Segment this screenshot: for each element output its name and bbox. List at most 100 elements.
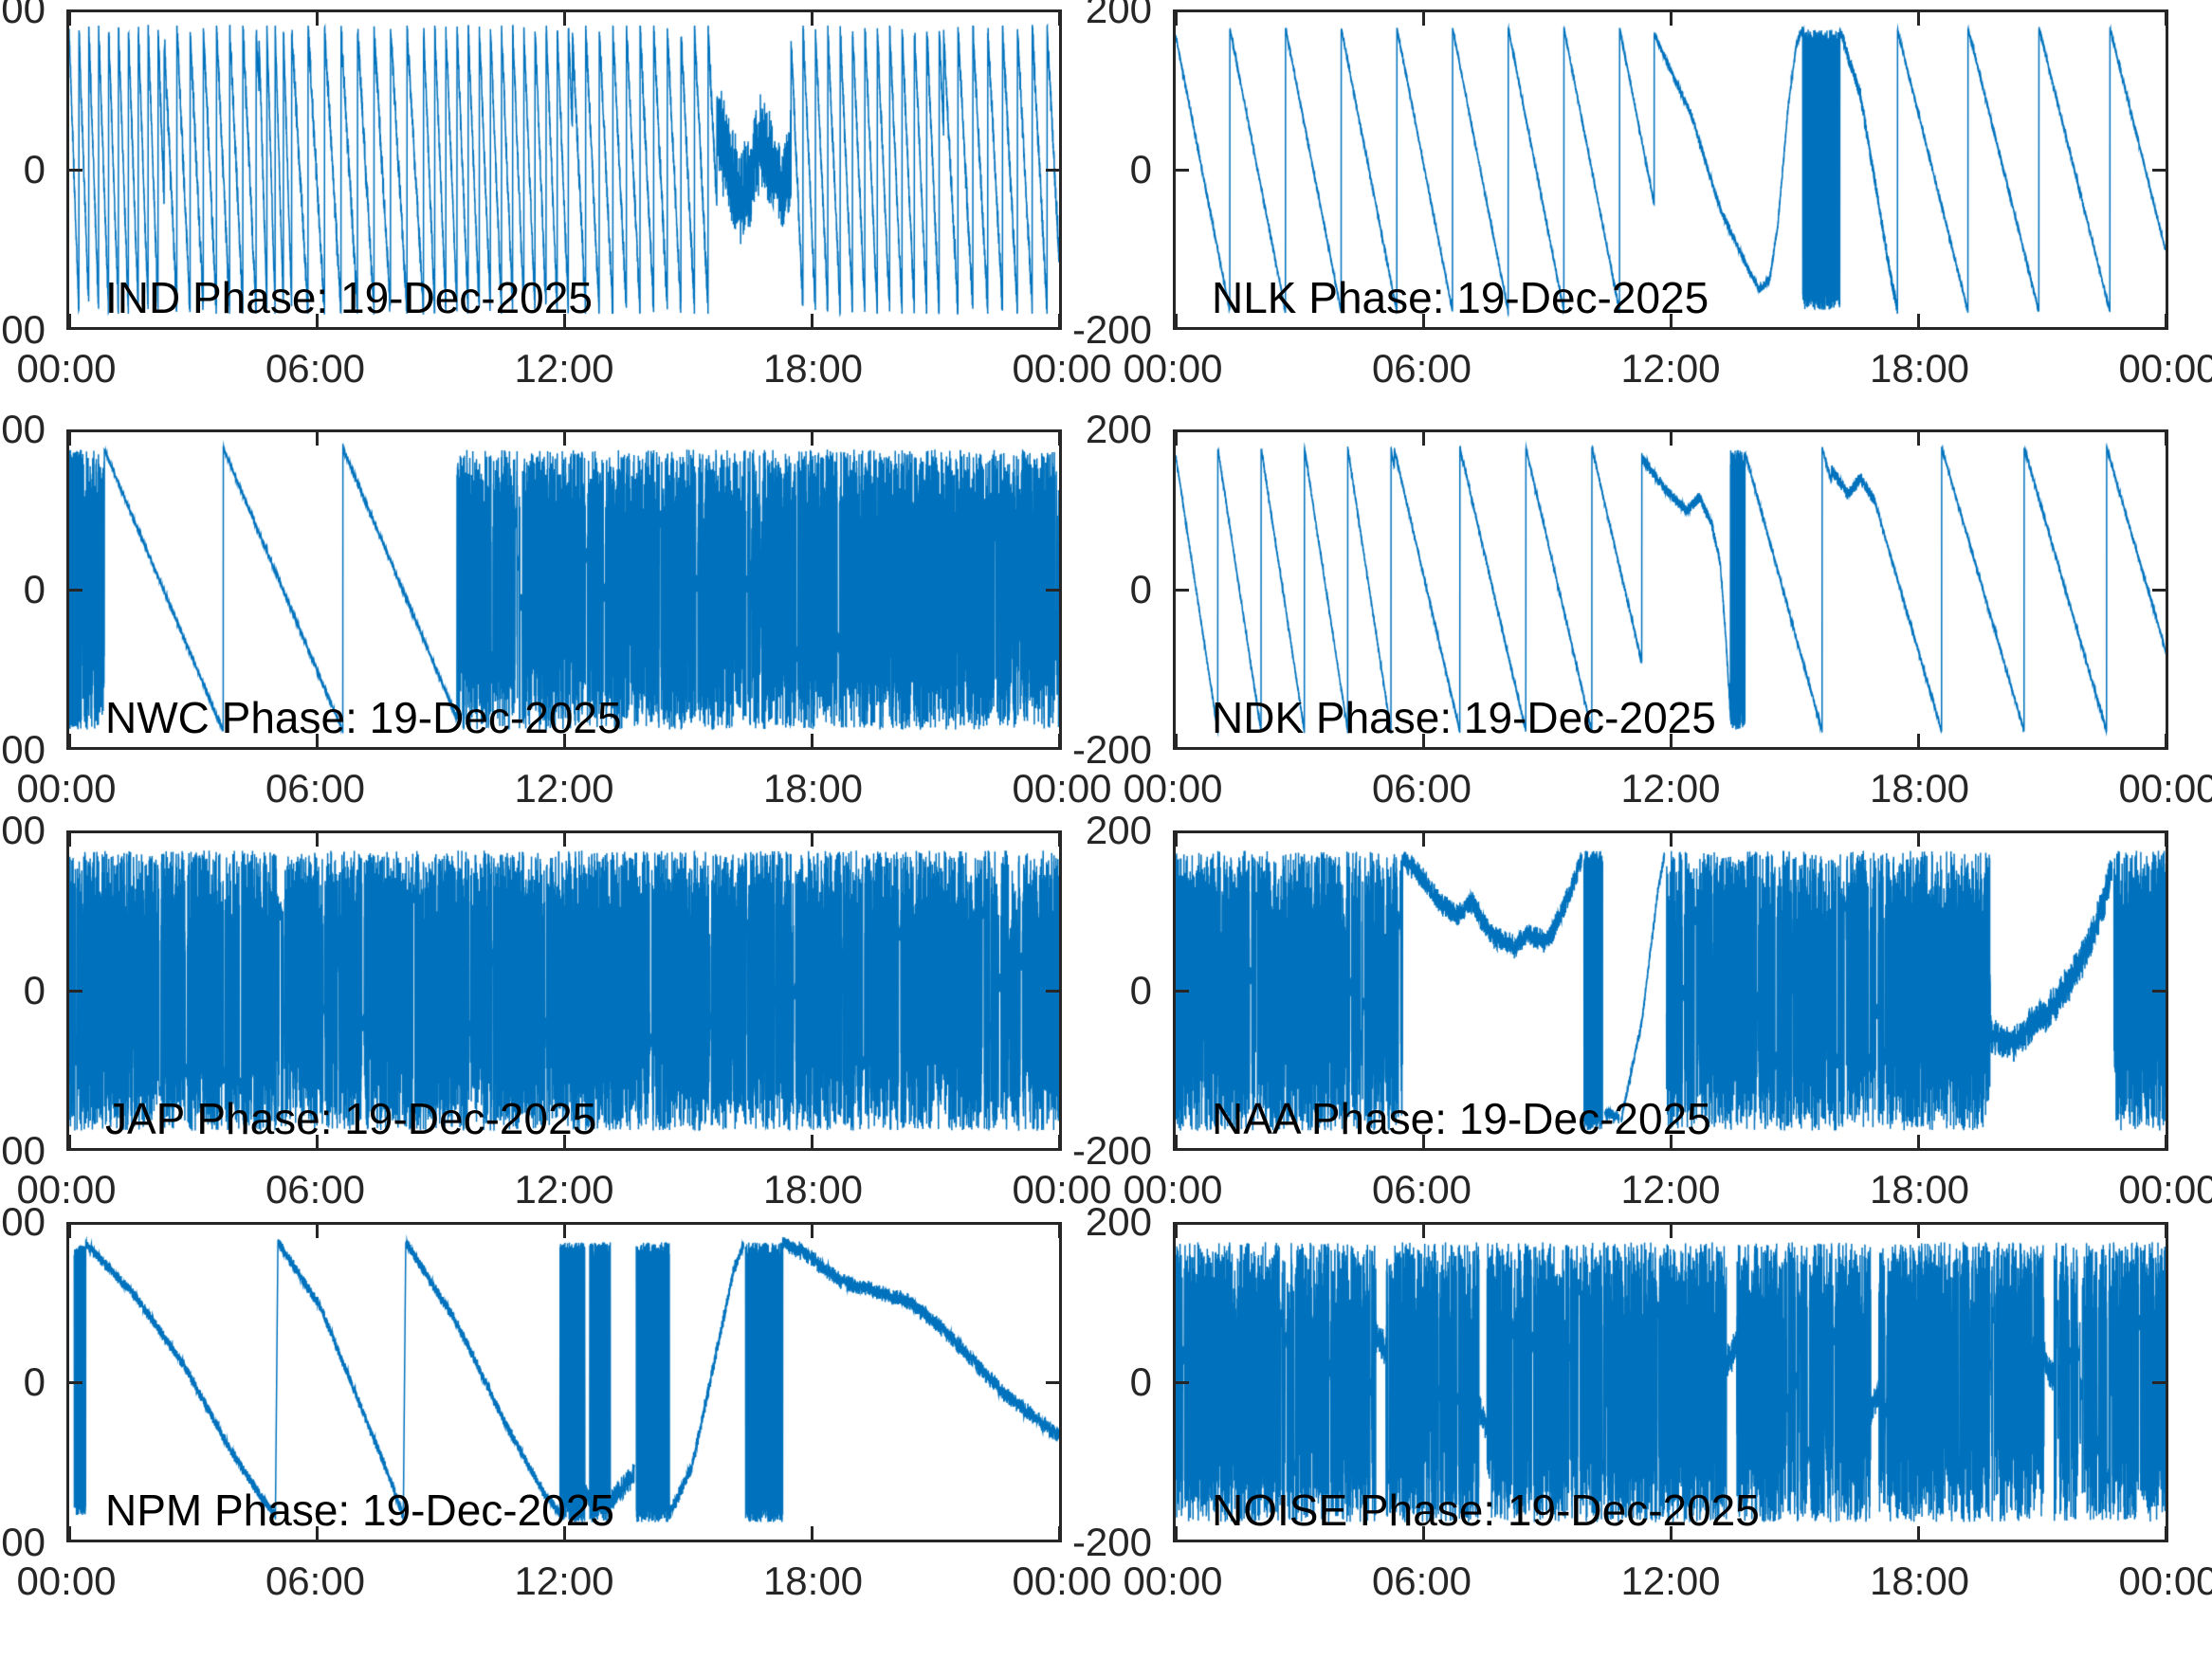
plot-title: NDK Phase: 19-Dec-2025 (1212, 693, 1716, 742)
x-tickmark (562, 1135, 566, 1148)
x-tick-label: 12:00 (514, 1167, 614, 1212)
x-tickmark (315, 432, 319, 446)
x-tick-label: 06:00 (1371, 1559, 1472, 1603)
x-tickmark (1057, 1225, 1061, 1238)
x-tickmark (1174, 833, 1178, 847)
x-tick-label: 00:00 (1123, 1167, 1223, 1212)
x-tick-label: 12:00 (514, 1559, 614, 1603)
x-tick-label: 00:00 (1012, 766, 1112, 811)
y-tick-label: 0 (1129, 566, 1152, 611)
x-tickmark (810, 432, 814, 446)
x-tickmark (1421, 12, 1425, 26)
x-tick-label: 06:00 (1371, 346, 1472, 391)
x-tickmark (1174, 432, 1178, 446)
y-tick-label: 0 (1129, 967, 1152, 1012)
plot-area: NOISE Phase: 19-Dec-2025 (1173, 1222, 2168, 1542)
x-tick-label: 00:00 (16, 766, 117, 811)
y-tickmark (2152, 1380, 2166, 1384)
x-tick-label: 00:00 (2118, 1167, 2212, 1212)
x-tickmark (1421, 734, 1425, 747)
x-tick-label: 06:00 (265, 346, 366, 391)
x-tickmark (562, 734, 566, 747)
x-tickmark (1057, 432, 1061, 446)
x-tickmark (810, 1526, 814, 1540)
x-tickmark (1916, 314, 1920, 327)
x-tick-label: 18:00 (762, 1559, 864, 1603)
y-tickmark (1176, 989, 1189, 993)
x-tickmark (2164, 1225, 2167, 1238)
x-tick-label: 00:00 (16, 1167, 117, 1212)
y-tick-label: 0 (23, 146, 46, 191)
x-tickmark (562, 12, 566, 26)
x-tickmark (315, 833, 319, 847)
x-tick-label: 00:00 (1123, 1559, 1223, 1603)
y-tick-label: 200 (0, 807, 46, 852)
x-tickmark (810, 734, 814, 747)
x-tickmark (1057, 1135, 1061, 1148)
x-tick-label: 18:00 (762, 766, 864, 811)
x-tickmark (2164, 734, 2167, 747)
x-tickmark (1669, 432, 1673, 446)
x-tickmark (1057, 1526, 1061, 1540)
x-tickmark (1174, 12, 1178, 26)
plot-area: NDK Phase: 19-Dec-2025 (1173, 429, 2168, 750)
y-tick-label: 0 (1129, 1358, 1152, 1404)
x-tick-label: 06:00 (1371, 1167, 1472, 1212)
x-tickmark (2164, 432, 2167, 446)
x-tickmark (1421, 1225, 1425, 1238)
plot-area: NLK Phase: 19-Dec-2025 (1173, 9, 2168, 330)
x-tickmark (1421, 314, 1425, 327)
subplot-nlk-phase: NLK Phase: 19-Dec-2025 00:00 06:00 12:00 18… (1072, 0, 2212, 391)
x-tickmark (67, 734, 71, 747)
x-tickmark (1669, 12, 1673, 26)
y-tick-label: -200 (0, 726, 46, 772)
x-tick-label: 00:00 (1012, 1167, 1112, 1212)
x-tickmark (1057, 833, 1061, 847)
y-tickmark (1046, 989, 1059, 993)
x-tick-label: 06:00 (265, 1559, 366, 1603)
plot-canvas (69, 432, 1059, 747)
x-tickmark (315, 1526, 319, 1540)
y-tickmark (69, 1380, 82, 1384)
x-tickmark (562, 833, 566, 847)
x-tickmark (1669, 1526, 1673, 1540)
x-tickmark (2164, 1135, 2167, 1148)
x-tickmark (1669, 833, 1673, 847)
y-tick-label: 200 (0, 0, 46, 31)
plot-title: NLK Phase: 19-Dec-2025 (1212, 273, 1709, 322)
x-tick-label: 00:00 (1123, 346, 1223, 391)
plot-area: NWC Phase: 19-Dec-2025 (66, 429, 1062, 750)
x-tickmark (1057, 314, 1061, 327)
x-tickmark (810, 833, 814, 847)
y-tickmark (69, 168, 82, 172)
x-tickmark (1057, 12, 1061, 26)
plot-title: NOISE Phase: 19-Dec-2025 (1212, 1486, 1760, 1535)
x-tickmark (810, 1135, 814, 1148)
x-tick-label: 12:00 (514, 766, 614, 811)
y-tick-label: -200 (1071, 306, 1152, 352)
y-tick-label: -200 (1071, 1519, 1152, 1564)
y-tickmark (1046, 588, 1059, 592)
y-tick-label: 0 (23, 1358, 46, 1404)
x-tickmark (67, 833, 71, 847)
y-tick-label: 0 (1129, 146, 1152, 191)
x-tickmark (1421, 432, 1425, 446)
y-tick-label: 200 (1085, 1198, 1152, 1244)
x-tickmark (1916, 432, 1920, 446)
x-tickmark (562, 432, 566, 446)
y-tick-label: 200 (0, 1198, 46, 1244)
x-tickmark (1174, 1225, 1178, 1238)
x-tickmark (1669, 1135, 1673, 1148)
y-tickmark (69, 588, 82, 592)
x-tickmark (1916, 1526, 1920, 1540)
y-tick-label: -200 (0, 1127, 46, 1173)
subplot-jap-phase: JAP Phase: 19-Dec-2025 00:00 06:00 12:00 18… (0, 808, 1112, 1211)
plot-title: JAP Phase: 19-Dec-2025 (105, 1094, 597, 1143)
subplot-ind-phase: IND Phase: 19-Dec-2025 00:00 06:00 12:00 18… (0, 0, 1112, 391)
x-tickmark (315, 12, 319, 26)
x-tick-label: 12:00 (514, 346, 614, 391)
x-tickmark (315, 1135, 319, 1148)
x-tickmark (810, 12, 814, 26)
x-tick-label: 00:00 (2118, 346, 2212, 391)
